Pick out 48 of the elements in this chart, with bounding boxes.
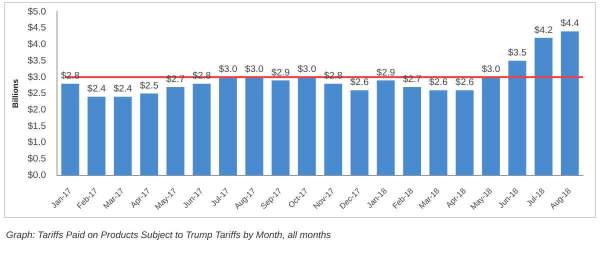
bar [219,77,237,176]
bar [298,77,316,176]
bar [560,31,579,176]
bar [88,96,106,176]
bar [534,38,552,176]
bar [376,80,395,176]
y-tick-label: $5.0 [28,6,46,18]
bar [114,96,132,176]
y-tick-label: $0.5 [28,154,46,165]
y-tick-label: $4.0 [28,39,46,50]
data-label: $3.5 [508,48,527,59]
data-label: $3.0 [245,64,264,76]
bar [61,84,80,176]
y-axis-title: Billions [11,78,20,108]
bar [245,77,264,176]
data-label: $2.9 [271,67,290,78]
data-label: $2.4 [87,84,106,95]
data-label: $2.6 [455,77,474,88]
bar [429,90,448,176]
bar [508,60,526,176]
y-tick-label: $1.0 [28,137,46,148]
bar [140,94,158,176]
data-label: $2.5 [140,80,158,92]
data-label: $3.0 [298,64,316,76]
data-label: $2.6 [429,77,448,88]
bar [350,90,368,176]
y-tick-label: $2.5 [28,88,46,100]
bar [324,84,342,176]
data-label: $2.6 [350,77,369,88]
data-label: $4.4 [560,18,580,30]
bar [192,84,211,176]
data-label: $3.0 [218,64,238,76]
bar [403,86,422,176]
y-tick-label: $4.5 [28,22,46,34]
y-tick-label: $0.0 [28,170,46,181]
y-tick-label: $2.0 [28,104,46,116]
data-label: $2.9 [376,67,396,78]
bar [482,77,500,176]
y-tick-label: $3.0 [28,72,46,83]
y-tick-label: $3.5 [28,55,46,66]
data-label: $4.2 [534,24,553,36]
data-label: $3.0 [482,64,500,76]
bar [166,86,184,176]
y-tick-label: $1.5 [28,120,46,132]
text: Graph: Tariffs Paid on Products Subject to Trump Tariffs by Month, all months [6,230,331,241]
data-label: $2.4 [114,84,132,95]
bar [456,90,474,176]
bar [272,80,290,176]
